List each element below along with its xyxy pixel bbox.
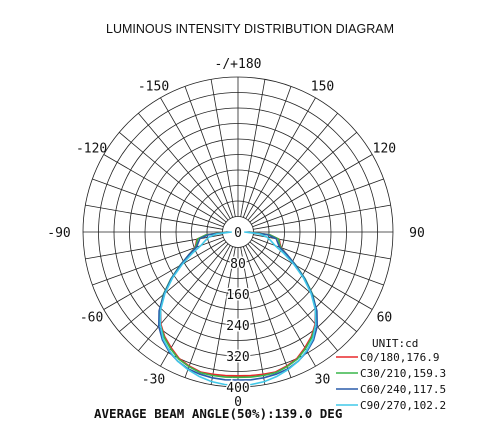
radial-labels: 0 80 160 240 320 400: [225, 226, 251, 398]
radial-tick-label: 0: [234, 226, 242, 241]
grid-spoke: [249, 241, 357, 332]
grid-spoke: [103, 154, 225, 225]
unit-label: UNIT:cd: [372, 337, 418, 350]
chart-title: LUMINOUS INTENSITY DISTRIBUTION DIAGRAM: [106, 22, 394, 36]
grid-spoke: [103, 239, 225, 310]
angle-label: 30: [315, 372, 331, 387]
grid-spoke: [210, 247, 236, 385]
grid-spoke: [184, 246, 234, 378]
angle-label: -90: [47, 226, 70, 241]
legend-entry: C60/240,117.5: [360, 383, 446, 396]
radial-tick-label: 320: [226, 350, 249, 365]
intensity-curve: [159, 231, 317, 387]
angle-labels: 0 30 60 90 120 150 -/+180 -30 -60 -90 -120 -150: [47, 57, 425, 410]
angle-label: -60: [80, 311, 103, 326]
grid-spoke: [247, 113, 338, 221]
grid-spoke: [160, 97, 231, 219]
radial-tick-label: 400: [226, 381, 249, 396]
grid-spoke: [240, 79, 266, 217]
angle-label: -150: [138, 80, 169, 95]
angle-label: -120: [76, 142, 107, 157]
grid-spoke: [253, 204, 391, 230]
angle-label: -/+180: [215, 57, 262, 72]
grid-spoke: [245, 245, 316, 367]
grid-spoke: [242, 86, 292, 218]
legend-entry: C0/180,176.9: [360, 351, 439, 364]
grid-spoke: [249, 132, 357, 223]
angle-label: 60: [377, 311, 393, 326]
grid-spoke: [119, 241, 227, 332]
radial-tick-label: 160: [226, 288, 249, 303]
grid-spoke: [247, 243, 338, 351]
grid-spoke: [184, 86, 234, 218]
angle-label: 120: [373, 142, 396, 157]
grid-spoke: [119, 132, 227, 223]
radial-tick-label: 240: [226, 319, 249, 334]
angle-label: 90: [409, 226, 425, 241]
legend: C0/180,176.9 C30/210,159.3 C60/240,117.5 C9…: [336, 351, 446, 412]
grid-spoke: [138, 113, 229, 221]
beam-angle-footer: AVERAGE BEAM ANGLE(50%):139.0 DEG: [94, 406, 342, 421]
polar-grid: [82, 76, 394, 388]
angle-label: 0: [234, 395, 242, 410]
angle-label: -30: [142, 372, 165, 387]
grid-spoke: [138, 243, 229, 351]
grid-spoke: [85, 204, 223, 230]
grid-spoke: [92, 178, 224, 228]
angle-label: 150: [311, 80, 334, 95]
intensity-curve: [157, 231, 319, 381]
grid-spoke: [242, 246, 292, 378]
legend-entry: C90/270,102.2: [360, 399, 446, 412]
grid-spoke: [251, 239, 373, 310]
legend-entry: C30/210,159.3: [360, 367, 446, 380]
grid-spoke: [245, 97, 316, 219]
grid-spoke: [160, 245, 231, 367]
radial-tick-label: 80: [230, 257, 246, 272]
grid-spoke: [251, 154, 373, 225]
grid-spoke: [252, 178, 384, 228]
intensity-curves: [157, 231, 319, 387]
grid-spoke: [210, 79, 236, 217]
grid-spoke: [240, 247, 266, 385]
